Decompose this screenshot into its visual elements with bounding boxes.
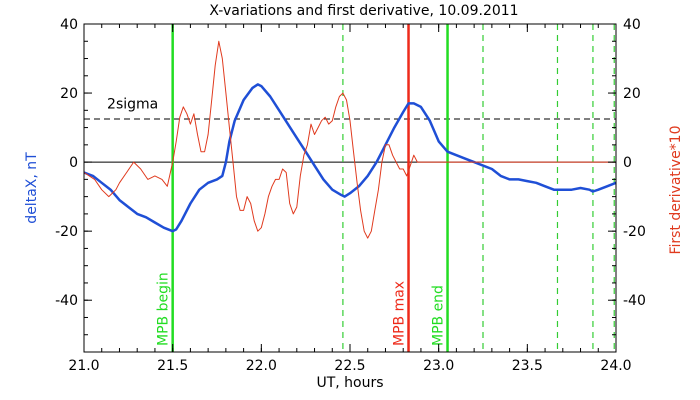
- y-tick-label-left: -20: [55, 224, 78, 240]
- y-axis-label-right: First derivative*10: [668, 125, 684, 254]
- y-tick-label-left: 40: [60, 17, 78, 33]
- mpb-begin-label: MPB begin: [156, 272, 172, 346]
- x-axis-label: UT, hours: [316, 375, 383, 391]
- deltax-series-line: [83, 83, 617, 233]
- y-tick-label-right: 0: [623, 155, 632, 171]
- x-tick-label: 22.5: [334, 358, 365, 374]
- x-tick-label: 21.0: [68, 358, 99, 374]
- x-tick-label: 23.5: [512, 358, 543, 374]
- y-tick-label-right: -20: [623, 224, 646, 240]
- horizontal-lines: 2sigma: [84, 97, 616, 163]
- y-tick-label-left: 20: [60, 86, 78, 102]
- vertical-lines: [171, 24, 615, 352]
- series-layer: [83, 40, 617, 239]
- y-tick-label-left: -40: [55, 293, 78, 309]
- x-tick-label: 21.5: [157, 358, 188, 374]
- chart-title: X-variations and first derivative, 10.09…: [209, 3, 518, 19]
- vertical-line-labels: MPB begin MPB max MPB end: [156, 272, 447, 346]
- x-tick-label: 22.0: [246, 358, 277, 374]
- two-sigma-label: 2sigma: [107, 97, 158, 113]
- x-tick-label: 23.0: [423, 358, 454, 374]
- mpb-max-label: MPB max: [392, 281, 408, 346]
- y-axis-label-left: deltaX, nT: [24, 152, 40, 224]
- y-tick-label-right: 20: [623, 86, 641, 102]
- derivative-series-line: [83, 40, 616, 239]
- y-tick-label-left: 0: [69, 155, 78, 171]
- x-tick-label: 24.0: [600, 358, 631, 374]
- ticks: 21.0 21.5 22.0 22.5 23.0 23.5 24.0 40 40 20 20 0 0 -2…: [55, 17, 646, 374]
- mpb-end-label: MPB end: [431, 285, 447, 346]
- y-tick-label-right: 40: [623, 17, 641, 33]
- y-tick-label-right: -40: [623, 293, 646, 309]
